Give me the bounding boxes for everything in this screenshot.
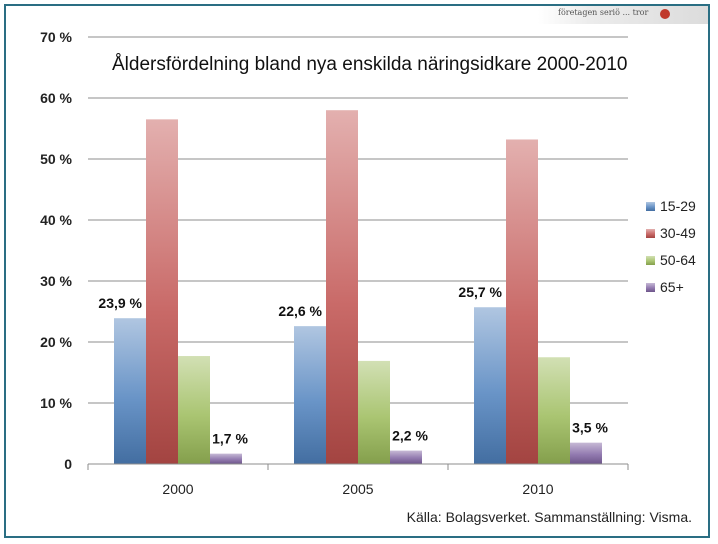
x-axis: 2000 2005 2010 (87, 463, 629, 497)
y-tick-label-30: 30 % (40, 273, 72, 289)
legend: 15-29 30-49 50-64 65+ (646, 198, 696, 295)
bar-30-49-2005 (326, 110, 358, 464)
data-label-15-29-2000: 23,9 % (98, 295, 142, 311)
bar-30-49-2000 (146, 119, 178, 464)
bar-15-29-2005 (294, 326, 326, 464)
legend-swatch-50-64 (646, 256, 655, 265)
corner-scan-fragment: företagen seriö ... tror (538, 6, 708, 24)
bar-65-2000 (210, 453, 242, 464)
legend-label-50-64: 50-64 (660, 252, 696, 268)
y-tick-label-0: 0 (64, 456, 72, 472)
legend-label-15-29: 15-29 (660, 198, 696, 214)
y-tick-label-50: 50 % (40, 151, 72, 167)
y-tick-label-40: 40 % (40, 212, 72, 228)
corner-logo-icon (660, 9, 670, 19)
bar-65-2005 (390, 450, 422, 464)
legend-swatch-15-29 (646, 202, 655, 211)
data-label-15-29-2005: 22,6 % (278, 303, 322, 319)
data-label-65-2000: 1,7 % (212, 431, 248, 447)
source-note: Källa: Bolagsverket. Sammanställning: Vi… (407, 509, 692, 525)
legend-swatch-30-49 (646, 229, 655, 238)
data-label-65-2010: 3,5 % (572, 420, 608, 436)
bar-50-64-2000 (178, 356, 210, 464)
x-tick-label-2010: 2010 (522, 481, 553, 497)
bar-30-49-2010 (506, 139, 538, 465)
legend-label-65: 65+ (660, 279, 684, 295)
chart-frame: företagen seriö ... tror 0 10 % 20 % 30 % 40… (4, 4, 710, 538)
data-label-65-2005: 2,2 % (392, 428, 428, 444)
bar-50-64-2005 (358, 360, 390, 464)
bar-15-29-2010 (474, 307, 506, 464)
y-tick-label-60: 60 % (40, 90, 72, 106)
bars (114, 110, 602, 465)
legend-swatch-65 (646, 283, 655, 292)
bar-15-29-2000 (114, 318, 146, 464)
y-tick-label-10: 10 % (40, 395, 72, 411)
data-labels: 23,9 % 1,7 % 22,6 % 2,2 % 25,7 % 3,5 % (98, 284, 608, 446)
chart-title: Åldersfördelning bland nya enskilda näri… (112, 54, 627, 75)
x-tick-label-2000: 2000 (162, 481, 193, 497)
x-tick-label-2005: 2005 (342, 481, 373, 497)
y-tick-label-70: 70 % (40, 29, 72, 45)
corner-scan-text: företagen seriö ... tror (558, 8, 649, 17)
legend-label-30-49: 30-49 (660, 225, 696, 241)
bar-chart: 0 10 % 20 % 30 % 40 % 50 % 60 % 70 % 23,9 % 1,7 … (40, 29, 696, 525)
data-label-15-29-2010: 25,7 % (458, 284, 502, 300)
bar-50-64-2010 (538, 357, 570, 464)
y-tick-label-20: 20 % (40, 334, 72, 350)
bar-65-2010 (570, 442, 602, 464)
y-axis-ticks: 0 10 % 20 % 30 % 40 % 50 % 60 % 70 % (40, 29, 72, 472)
